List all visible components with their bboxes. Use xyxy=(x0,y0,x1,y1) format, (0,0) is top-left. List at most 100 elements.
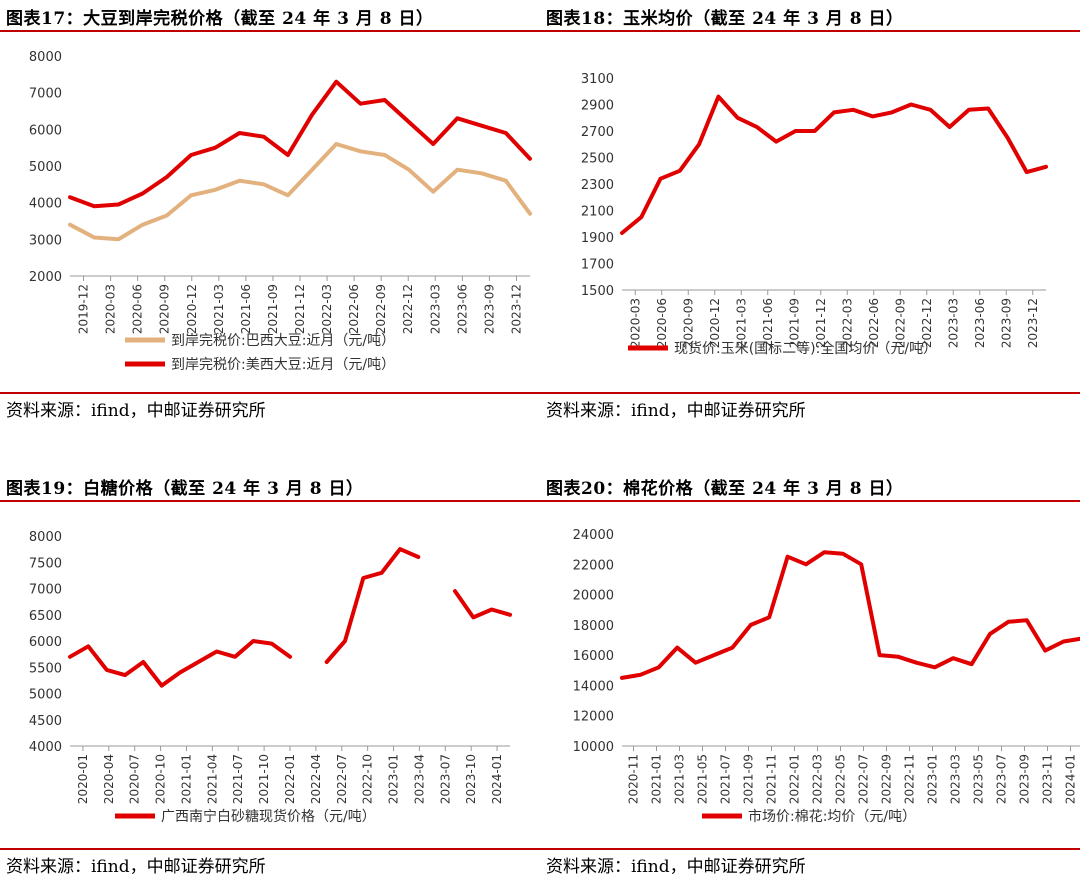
x-tick-label: 2022-07 xyxy=(857,754,871,804)
y-tick-label: 2700 xyxy=(581,125,614,140)
x-tick-label: 2023-09 xyxy=(999,298,1013,348)
x-tick-label: 2020-03 xyxy=(104,284,118,334)
panel-soybean: 图表17：大豆到岸完税价格（截至 24 年 3 月 8 日） 2000 3000 4… xyxy=(0,0,540,440)
x-tick-label: 2021-01 xyxy=(179,754,193,804)
source-rule xyxy=(540,392,1080,394)
y-tick-label: 3000 xyxy=(29,233,62,248)
y-tick-label: 20000 xyxy=(573,589,614,604)
x-tick-label: 2021-04 xyxy=(205,754,219,804)
source-note: 资料来源：ifind，中邮证券研究所 xyxy=(546,401,806,421)
y-tick-label: 4500 xyxy=(29,714,62,729)
x-tick-label: 2021-03 xyxy=(212,284,226,334)
source-rule xyxy=(0,848,540,850)
chart-title: 图表17：大豆到岸完税价格（截至 24 年 3 月 8 日） xyxy=(6,9,434,29)
panel-sugar: 图表19：白糖价格（截至 24 年 3 月 8 日） 4000 4500 5000 5… xyxy=(0,470,540,893)
x-tick-label: 2023-07 xyxy=(438,754,452,804)
x-tick-label: 2021-09 xyxy=(742,754,756,804)
legend-label: 广西南宁白砂糖现货价格（元/吨） xyxy=(161,808,376,825)
x-tick-label: 2020-07 xyxy=(128,754,142,804)
x-tick-label: 2023-11 xyxy=(1041,754,1055,804)
x-tick-label: 2023-12 xyxy=(1026,298,1040,348)
x-tick-label: 2023-04 xyxy=(412,754,426,804)
chart-title: 图表18：玉米均价（截至 24 年 3 月 8 日） xyxy=(546,9,904,29)
x-tick-label: 2021-05 xyxy=(696,754,710,804)
x-tick-label: 2023-06 xyxy=(455,284,469,334)
x-tick-label: 2021-12 xyxy=(293,284,307,334)
x-tick-label: 2022-06 xyxy=(867,298,881,348)
chart-title: 图表20：棉花价格（截至 24 年 3 月 8 日） xyxy=(546,479,904,499)
title-rule xyxy=(0,30,540,32)
x-tick-label: 2021-07 xyxy=(231,754,245,804)
y-tick-label: 3100 xyxy=(581,72,614,87)
corn-chart: 1500 1700 1900 2100 2300 2500 2700 2900 3100 2020… xyxy=(581,72,1048,357)
x-tick-label: 2021-10 xyxy=(257,754,271,804)
x-tick-label: 2021-03 xyxy=(673,754,687,804)
y-tick-label: 7000 xyxy=(29,583,62,598)
x-tick-label: 2022-12 xyxy=(401,284,415,334)
y-tick-label: 7500 xyxy=(29,556,62,571)
y-tick-label: 2900 xyxy=(581,99,614,114)
x-tick-label: 2021-09 xyxy=(787,298,801,348)
legend-label: 到岸完税价:巴西大豆:近月（元/吨） xyxy=(171,333,395,349)
x-tick-label: 2023-05 xyxy=(972,754,986,804)
y-tick-label: 1900 xyxy=(581,231,614,246)
x-tick-label: 2022-06 xyxy=(347,284,361,334)
x-tick-label: 2023-07 xyxy=(995,754,1009,804)
x-tick-label: 2021-03 xyxy=(734,298,748,348)
y-tick-label: 8000 xyxy=(29,50,62,65)
x-tick-label: 2023-06 xyxy=(973,298,987,348)
x-tick-label: 2021-06 xyxy=(761,298,775,348)
y-tick-label: 2500 xyxy=(581,152,614,167)
x-tick-label: 2023-09 xyxy=(1018,754,1032,804)
x-tick-label: 2021-09 xyxy=(266,284,280,334)
legend-label: 现货价:玉米(国标二等):全国均价（元/吨） xyxy=(674,340,937,357)
x-tick-label: 2021-01 xyxy=(650,754,664,804)
x-tick-label: 2022-07 xyxy=(335,754,349,804)
y-tick-label: 8000 xyxy=(29,530,62,545)
sugar-chart: 4000 4500 5000 5500 6000 6500 7000 7500 8000 2020… xyxy=(29,530,512,825)
y-tick-label: 4000 xyxy=(29,197,62,212)
x-tick-label: 2020-10 xyxy=(154,754,168,804)
x-tick-label: 2020-11 xyxy=(627,754,641,804)
series-line-0 xyxy=(68,142,532,242)
x-tick-label: 2021-11 xyxy=(765,754,779,804)
cotton-chart: 10000 12000 14000 16000 18000 20000 22000 24000… xyxy=(573,528,1080,825)
x-tick-label: 2019-12 xyxy=(77,284,91,334)
legend-label: 市场价:棉花:均价（元/吨） xyxy=(748,808,916,825)
y-tick-label: 7000 xyxy=(29,87,62,102)
x-tick-label: 2022-09 xyxy=(374,284,388,334)
x-tick-label: 2023-03 xyxy=(949,754,963,804)
x-tick-label: 2022-05 xyxy=(834,754,848,804)
x-tick-label: 2023-01 xyxy=(926,754,940,804)
y-tick-label: 16000 xyxy=(573,649,614,664)
y-tick-label: 14000 xyxy=(573,679,614,694)
x-tick-label: 2022-03 xyxy=(320,284,334,334)
y-tick-label: 6500 xyxy=(29,609,62,624)
x-tick-label: 2022-03 xyxy=(840,298,854,348)
source-note: 资料来源：ifind，中邮证券研究所 xyxy=(6,857,266,877)
y-tick-label: 12000 xyxy=(573,710,614,725)
x-tick-label: 2023-01 xyxy=(387,754,401,804)
x-tick-label: 2023-10 xyxy=(464,754,478,804)
x-tick-label: 2023-03 xyxy=(428,284,442,334)
y-tick-label: 10000 xyxy=(573,740,614,755)
series-line-0 xyxy=(68,547,512,688)
source-rule xyxy=(540,848,1080,850)
source-note: 资料来源：ifind，中邮证券研究所 xyxy=(6,401,266,421)
x-tick-label: 2024-01 xyxy=(1064,754,1078,804)
panel-corn: 图表18：玉米均价（截至 24 年 3 月 8 日） 1500 1700 1900 2… xyxy=(540,0,1080,440)
x-tick-label: 2020-03 xyxy=(628,298,642,348)
y-tick-label: 2100 xyxy=(581,205,614,220)
y-tick-label: 1500 xyxy=(581,284,614,299)
x-tick-label: 2020-04 xyxy=(102,754,116,804)
x-tick-label: 2020-06 xyxy=(131,284,145,334)
y-tick-label: 1700 xyxy=(581,258,614,273)
x-tick-label: 2020-12 xyxy=(185,284,199,334)
x-tick-label: 2021-12 xyxy=(814,298,828,348)
y-tick-label: 24000 xyxy=(573,528,614,543)
x-tick-label: 2022-11 xyxy=(903,754,917,804)
series-line-0 xyxy=(620,94,1048,235)
panel-cotton: 图表20：棉花价格（截至 24 年 3 月 8 日） 10000 12000 140… xyxy=(540,470,1080,893)
source-rule xyxy=(0,392,540,394)
title-rule xyxy=(540,500,1080,502)
